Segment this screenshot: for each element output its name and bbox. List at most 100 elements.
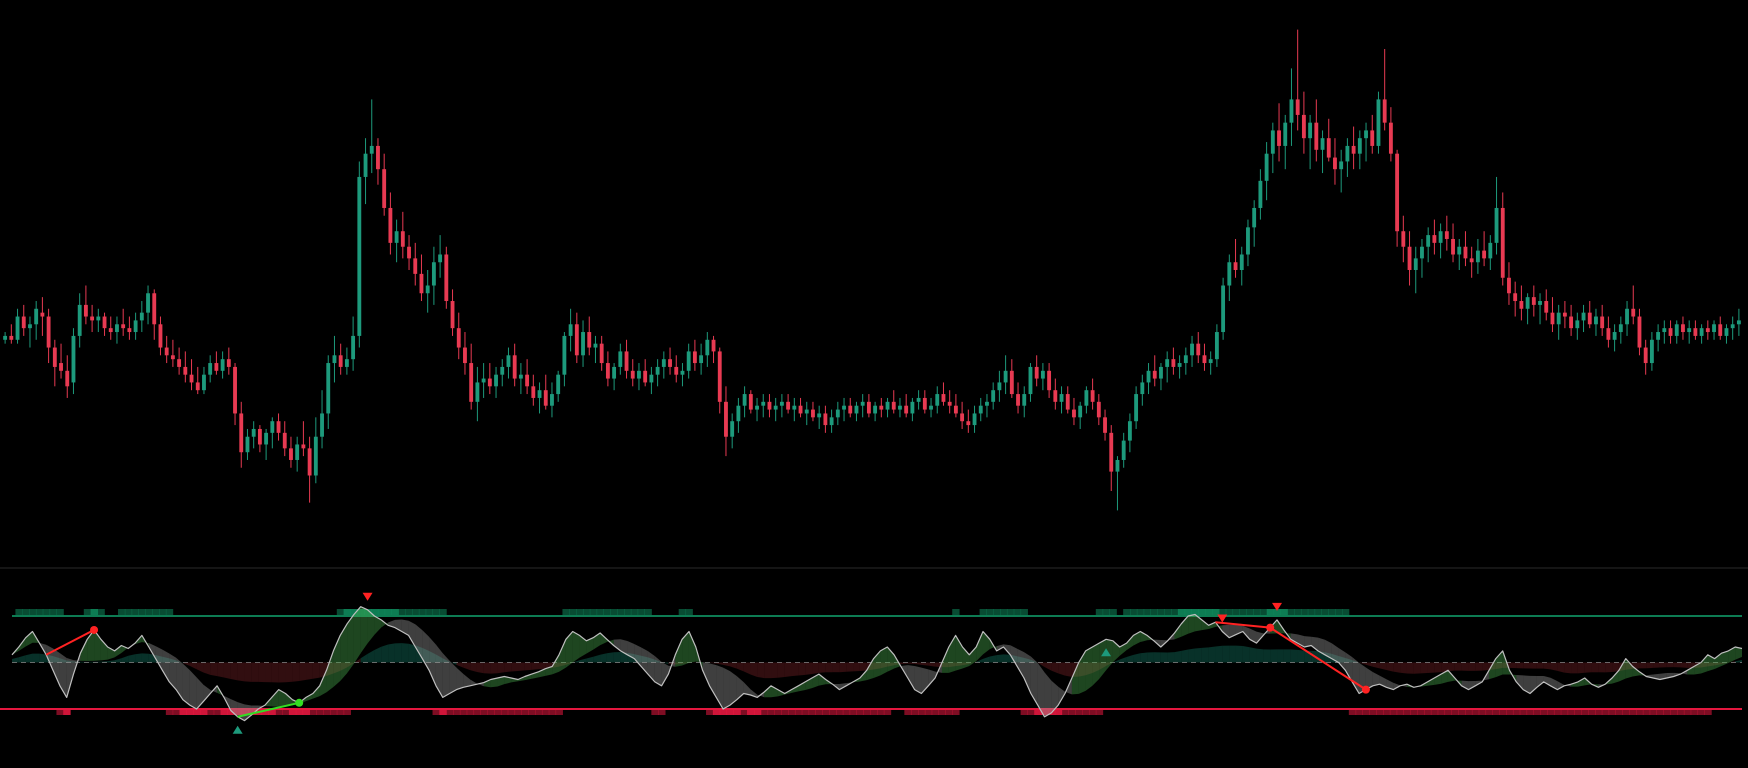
oscillator-cloud [374,646,382,663]
candle-body [139,312,144,321]
lower-band-bar [1465,710,1473,715]
upper-band-bar [42,609,51,615]
candle-body [1152,370,1157,379]
candle-body [692,351,697,364]
lower-band-bar [849,710,857,715]
oscillator-fill [1386,679,1394,690]
candle-body [46,316,51,348]
lower-band-bar [1355,710,1363,715]
oscillator-fill [490,678,498,688]
candle-body [829,417,834,426]
oscillator-cloud [265,662,272,683]
oscillator-fill [565,631,573,668]
lower-band-bar [1581,710,1589,715]
oscillator-fill [1530,675,1537,694]
candle-body [59,363,63,371]
upper-band-bar [952,609,960,615]
oscillator-fill [114,645,122,658]
candle-body [257,428,262,445]
candle-body [1525,297,1530,309]
lower-band-bar [206,710,215,715]
candle-body [226,359,231,367]
candle-body [742,394,747,406]
oscillator-cloud [1235,645,1243,663]
candle-body [1500,207,1505,278]
oscillator-fill [552,654,560,675]
bearish-signal-marker [362,592,373,601]
oscillator-cloud [367,650,375,663]
candle-body [239,413,244,453]
oscillator-cloud [976,658,983,663]
lower-band-bar [1437,710,1446,715]
lower-band-bar [1499,710,1507,715]
oscillator-fill [880,647,888,676]
candle-body [1606,328,1611,340]
candle-body [1712,324,1716,333]
candle-body [1357,138,1362,154]
oscillator-cloud [1037,662,1045,667]
candle-body [811,409,815,418]
lower-band-bar [788,710,796,715]
lower-band-bar [1396,710,1405,715]
upper-band-bar [15,609,23,615]
candle-body [1507,277,1511,294]
oscillator-fill [1728,647,1736,664]
upper-band-bar [357,609,365,615]
candle-body [1090,390,1095,402]
candle-body [1053,390,1058,402]
candle-body [1575,320,1580,329]
upper-band-bar [1150,609,1158,615]
candle-body [1444,231,1449,239]
candle-body [388,207,393,243]
upper-band-bar [377,609,386,615]
oscillator-fill [572,631,580,663]
oscillator-cloud [1571,662,1578,674]
upper-band-bar [1171,609,1179,615]
oscillator-cloud [135,653,142,663]
oscillator-fill [1229,624,1236,638]
oscillator-fill [818,674,826,686]
candle-body [1009,370,1014,395]
oscillator-fill [914,665,922,694]
oscillator-cloud [203,662,211,675]
oscillator-cloud [66,660,74,663]
candle-body [444,254,449,302]
lower-band-bar [1622,710,1630,715]
candle-body [835,409,840,418]
candle-body [1426,235,1431,247]
oscillator-fill [422,630,430,671]
candle-body [848,405,853,414]
oscillator-cloud [353,658,361,664]
oscillator-cloud [1509,662,1517,669]
oscillator-fill [367,609,375,644]
oscillator-fill [66,658,74,698]
oscillator-fill [661,661,669,686]
candle-body [537,390,542,398]
oscillator-cloud [524,662,532,671]
oscillator-cloud [1735,659,1742,663]
lower-band-bar [856,710,864,715]
oscillator-fill [654,656,662,686]
lower-band-bar [1492,710,1500,715]
oscillator-fill [1434,674,1442,685]
oscillator-cloud [1024,657,1031,663]
oscillator-cloud [1283,649,1291,663]
oscillator-cloud [825,662,833,673]
oscillator-cloud [743,662,751,675]
price-pane[interactable] [3,29,1741,511]
upper-band-bar [1287,609,1295,615]
candle-body [1662,328,1667,333]
oscillator-cloud [1543,662,1551,670]
lower-band-bar [1458,710,1466,715]
oscillator-pane[interactable] [0,592,1743,734]
oscillator-cloud [1564,662,1572,674]
oscillator-fill [1612,670,1619,684]
oscillator-fill [1393,682,1401,690]
candle-body [90,316,95,321]
lower-band-bar [1512,710,1521,715]
oscillator-fill [1707,654,1715,672]
candle-body [1618,324,1623,333]
oscillator-fill [497,676,505,687]
